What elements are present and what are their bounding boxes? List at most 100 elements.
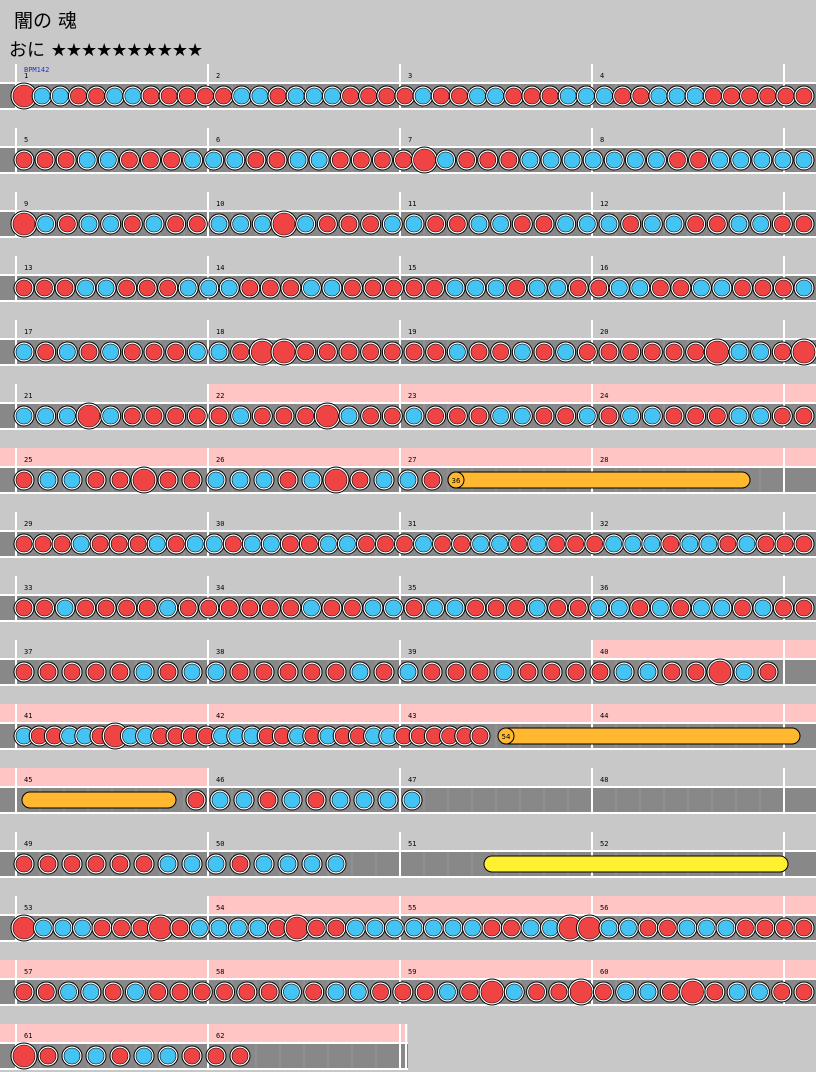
measure-number: 1 [24, 72, 28, 80]
don-note [672, 599, 690, 617]
gogo-band [0, 448, 208, 468]
ka-note [249, 919, 267, 937]
ka-note [184, 151, 201, 169]
ka-note [492, 407, 509, 425]
ka-note [226, 151, 244, 169]
measure-number: 11 [408, 200, 416, 208]
don-note [523, 87, 541, 105]
don-note [327, 919, 345, 937]
don-note [600, 407, 618, 425]
big-don-note [77, 404, 101, 428]
don-note [590, 279, 608, 297]
big-don-note [324, 468, 348, 492]
ka-note [542, 151, 560, 169]
don-note [70, 87, 87, 105]
ka-note [542, 919, 559, 937]
don-note [377, 535, 394, 553]
balloon-note [497, 727, 515, 745]
ka-note [255, 471, 273, 489]
measure-number: 42 [216, 712, 224, 720]
ka-note [617, 983, 635, 1001]
ka-note [693, 599, 710, 617]
don-note [56, 279, 74, 297]
ka-note [243, 535, 261, 553]
don-note [111, 663, 129, 681]
ka-note [644, 407, 661, 425]
don-note [427, 215, 444, 233]
don-note [53, 535, 71, 553]
ka-note [159, 1047, 177, 1065]
measure-number: 13 [24, 264, 32, 272]
ka-note [135, 1047, 153, 1065]
don-note [405, 279, 423, 297]
don-note [665, 343, 683, 361]
ka-note [200, 279, 218, 297]
don-note [232, 343, 249, 361]
big-don-note [12, 212, 36, 236]
don-note [543, 663, 561, 681]
don-note [34, 535, 52, 553]
ka-note [205, 535, 223, 553]
measure-number: 5 [24, 136, 28, 144]
don-note [378, 87, 396, 105]
measure-number: 26 [216, 456, 224, 464]
measure-number: 32 [600, 520, 608, 528]
ka-note [379, 791, 397, 809]
don-note [344, 599, 361, 617]
don-note [586, 535, 604, 553]
don-note [795, 407, 813, 425]
drumroll-bar [499, 727, 801, 745]
ka-note [522, 919, 540, 937]
ka-note [464, 919, 481, 937]
don-note [795, 535, 813, 553]
big-don-note [578, 916, 601, 940]
ka-note [220, 279, 238, 297]
ka-note [713, 599, 731, 617]
ka-note [713, 279, 731, 297]
ka-note [102, 407, 119, 425]
ka-note [596, 87, 613, 105]
don-note [247, 151, 265, 169]
don-note [426, 279, 443, 297]
ka-note [643, 535, 661, 553]
don-note [595, 983, 612, 1001]
measure-number: 54 [216, 904, 224, 912]
measure-number: 59 [408, 968, 416, 976]
don-note [15, 535, 33, 553]
don-note [111, 471, 129, 489]
ka-note [631, 279, 649, 297]
measure-number: 37 [24, 648, 32, 656]
ka-note [324, 87, 341, 105]
balloon-count: 36 [452, 477, 461, 485]
ka-note [51, 87, 69, 105]
ka-note [678, 919, 696, 937]
measure-number: 58 [216, 968, 224, 976]
ka-note [283, 791, 301, 809]
don-note [548, 535, 565, 553]
don-note [178, 87, 196, 105]
ka-note [627, 151, 644, 169]
don-note [104, 983, 122, 1001]
don-note [80, 343, 98, 361]
ka-note [327, 855, 345, 873]
ka-note [738, 535, 756, 553]
measure-number: 22 [216, 392, 224, 400]
don-note [591, 663, 609, 681]
ka-note [102, 343, 119, 361]
don-note [723, 87, 740, 105]
ka-note [717, 919, 735, 937]
ka-note [310, 151, 328, 169]
don-note [171, 983, 189, 1001]
don-note [458, 151, 476, 169]
don-note [432, 87, 450, 105]
don-note [505, 87, 523, 105]
don-note [741, 87, 758, 105]
ka-note [255, 855, 273, 873]
ka-note [159, 855, 177, 873]
big-don-note [12, 1044, 36, 1068]
ka-note [686, 87, 704, 105]
ka-note [231, 471, 249, 489]
ka-note [100, 151, 117, 169]
don-note [269, 919, 286, 937]
don-note [405, 343, 423, 361]
